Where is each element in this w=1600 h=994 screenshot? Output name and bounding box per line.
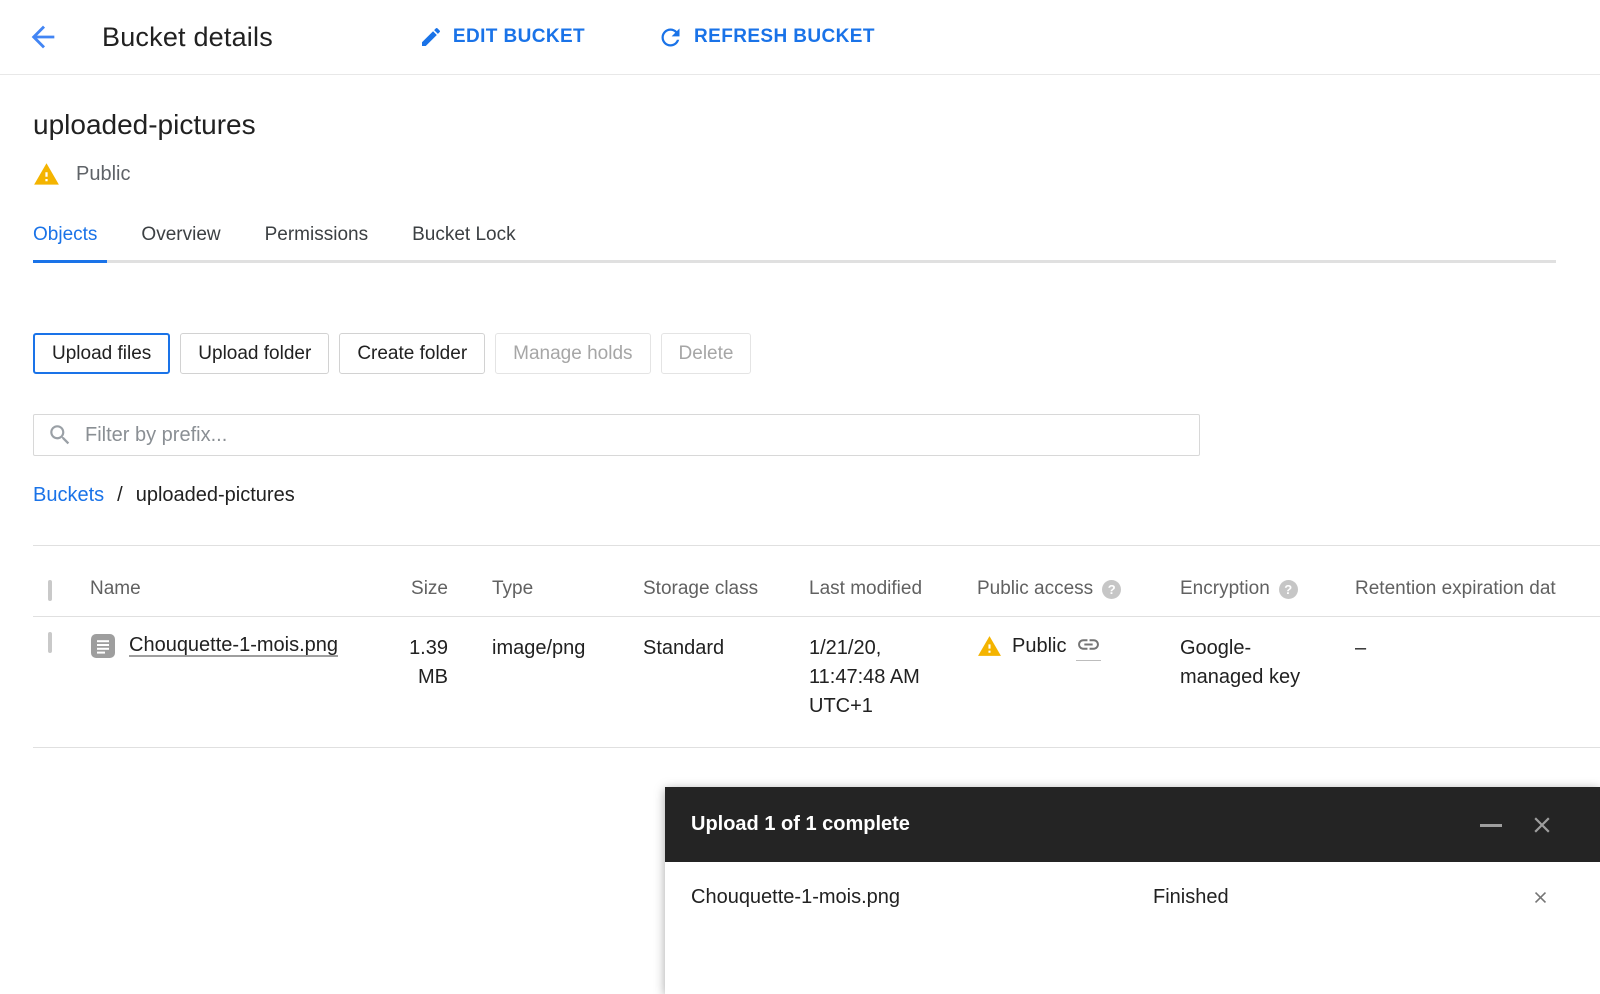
dismiss-item-icon[interactable] xyxy=(1531,888,1550,907)
upload-panel-header: Upload 1 of 1 complete xyxy=(665,787,1600,862)
refresh-bucket-button[interactable]: REFRESH BUCKET xyxy=(657,24,875,51)
col-header-last-modified: Last modified xyxy=(809,578,923,599)
bucket-name: uploaded-pictures xyxy=(33,109,256,140)
warning-icon xyxy=(33,161,60,188)
col-header-type: Type xyxy=(492,578,534,599)
minimize-icon[interactable] xyxy=(1480,823,1502,827)
table-row: Chouquette-1-mois.png 1.39 MB image/png … xyxy=(33,617,1600,748)
active-tab-indicator xyxy=(33,260,107,263)
col-header-public-access: Public access xyxy=(977,578,1094,599)
tab-permissions[interactable]: Permissions xyxy=(264,224,369,245)
object-name-link[interactable]: Chouquette-1-mois.png xyxy=(129,634,339,656)
object-storage-class: Standard xyxy=(643,637,725,659)
copy-link-icon[interactable] xyxy=(1076,632,1102,661)
public-badge-label: Public xyxy=(76,163,131,185)
object-retention: – xyxy=(1355,637,1367,659)
upload-item-status: Finished xyxy=(1153,886,1229,908)
refresh-icon xyxy=(657,24,684,51)
tab-bucket-lock[interactable]: Bucket Lock xyxy=(412,224,516,245)
object-last-modified: 1/21/20, 11:47:48 AM UTC+1 xyxy=(809,637,920,717)
col-header-storage-class: Storage class xyxy=(643,578,759,599)
tab-overview[interactable]: Overview xyxy=(141,224,221,245)
upload-status-panel: Upload 1 of 1 complete Chouquette-1-mois… xyxy=(665,787,1600,994)
col-header-encryption: Encryption xyxy=(1180,578,1270,599)
object-size: 1.39 MB xyxy=(409,637,448,688)
edit-bucket-button[interactable]: EDIT BUCKET xyxy=(419,25,585,49)
object-type: image/png xyxy=(492,637,586,659)
app-bar: Bucket details EDIT BUCKET REFRESH BUCKE… xyxy=(0,0,1600,75)
breadcrumb-buckets-link[interactable]: Buckets xyxy=(33,484,105,506)
object-public-access: Public xyxy=(1012,635,1067,657)
breadcrumb-separator: / xyxy=(117,484,123,506)
file-icon xyxy=(90,633,116,659)
search-icon xyxy=(47,422,73,448)
page-title: Bucket details xyxy=(102,21,273,52)
manage-holds-button: Manage holds xyxy=(495,333,651,374)
tab-underline xyxy=(33,260,1556,263)
edit-bucket-label: EDIT BUCKET xyxy=(452,26,586,47)
main-content: uploaded-pictures Public Objects Overvie… xyxy=(0,109,1600,748)
filter-prefix-input[interactable] xyxy=(85,423,1186,447)
objects-table: Name Size Type Storage class Last modifi… xyxy=(33,545,1600,748)
pencil-icon xyxy=(419,25,443,49)
object-actions-toolbar: Upload files Upload folder Create folder… xyxy=(33,333,1600,374)
col-header-retention: Retention expiration dat xyxy=(1355,578,1556,599)
filter-box xyxy=(33,414,1200,456)
breadcrumb-current: uploaded-pictures xyxy=(135,484,295,506)
upload-files-button[interactable]: Upload files xyxy=(33,333,171,374)
col-header-name: Name xyxy=(90,578,141,599)
back-arrow-icon[interactable] xyxy=(26,20,60,54)
row-checkbox[interactable] xyxy=(48,632,52,653)
object-encryption: Google-managed key xyxy=(1180,637,1301,688)
tab-objects[interactable]: Objects xyxy=(33,224,98,245)
upload-item-row: Chouquette-1-mois.png Finished xyxy=(665,862,1600,909)
delete-button: Delete xyxy=(660,333,752,374)
public-access-help-icon[interactable]: ? xyxy=(1102,579,1122,599)
upload-folder-button[interactable]: Upload folder xyxy=(180,333,330,374)
upload-item-name: Chouquette-1-mois.png xyxy=(691,886,901,908)
upload-panel-title: Upload 1 of 1 complete xyxy=(691,813,910,835)
breadcrumb: Buckets / uploaded-pictures xyxy=(33,484,1600,507)
table-header-row: Name Size Type Storage class Last modifi… xyxy=(33,545,1600,617)
encryption-help-icon[interactable]: ? xyxy=(1278,579,1298,599)
tab-bar: Objects Overview Permissions Bucket Lock xyxy=(33,224,1600,263)
public-badge: Public xyxy=(33,161,1600,188)
close-icon[interactable] xyxy=(1529,812,1555,838)
select-all-checkbox[interactable] xyxy=(48,580,52,601)
warning-icon xyxy=(977,634,1002,659)
refresh-bucket-label: REFRESH BUCKET xyxy=(694,26,875,47)
col-header-size: Size xyxy=(411,578,448,599)
create-folder-button[interactable]: Create folder xyxy=(339,333,486,374)
